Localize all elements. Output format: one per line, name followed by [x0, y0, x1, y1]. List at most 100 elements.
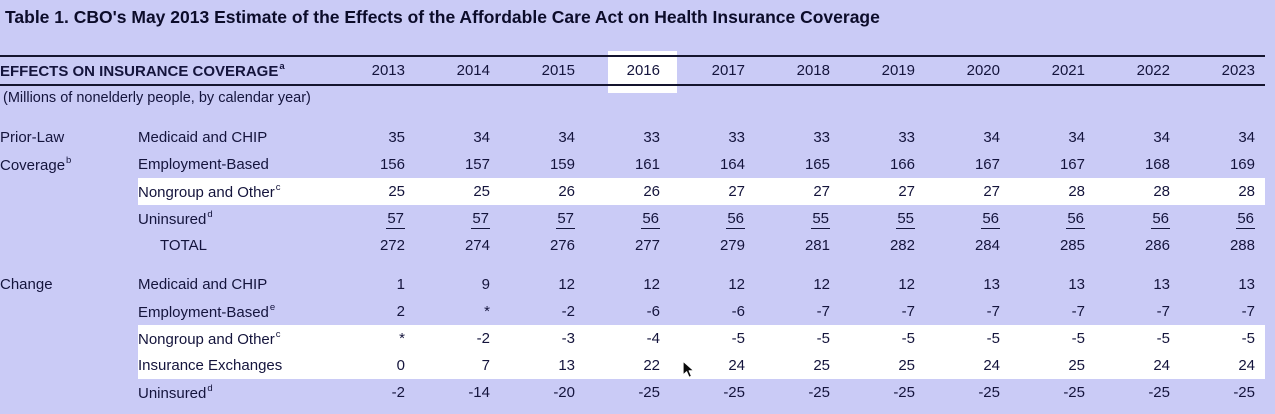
row-label: Uninsuredd: [138, 382, 213, 402]
value-cell: -5: [1000, 325, 1085, 352]
table-row: Change Medicaid and CHIP 1 9 12 12 12 12 12 13 13 1…: [0, 271, 1265, 298]
row-filler: [1255, 178, 1265, 205]
value-cell: -3: [490, 325, 575, 352]
value-cell: 168: [1144, 156, 1170, 173]
value-cell: 26: [575, 178, 660, 205]
value-cell: 12: [898, 276, 915, 293]
header-label: EFFECTS ON INSURANCE COVERAGEa: [0, 55, 320, 86]
value-cell: 272: [379, 237, 405, 254]
value-cell: 27: [830, 178, 915, 205]
value-cell: -2: [561, 303, 575, 320]
value-cell: 28: [1085, 178, 1170, 205]
row-filler: [1255, 298, 1265, 325]
row-filler: [1255, 271, 1265, 298]
value-cell: -6: [646, 303, 660, 320]
group-label: [0, 298, 138, 325]
row-label: Nongroup and Otherc: [138, 325, 320, 352]
group-label: [0, 352, 138, 379]
group-label: Change: [0, 276, 53, 293]
section-spacer-row: [0, 259, 1265, 271]
underlined-value: 55: [811, 210, 830, 229]
value-cell: -4: [575, 325, 660, 352]
value-cell: 276: [549, 237, 575, 254]
year-cell-2022: 2022: [1085, 55, 1170, 86]
table-row: Prior-Law Medicaid and CHIP 35 34 34 33 33 33 33…: [0, 124, 1265, 151]
table-subtitle: (Millions of nonelderly people, by calen…: [3, 89, 311, 106]
value-cell: 165: [804, 156, 830, 173]
value-cell: 34: [473, 129, 490, 146]
row-label: Insurance Exchanges: [138, 352, 320, 379]
value-cell: 9: [481, 276, 490, 293]
value-cell: 57: [320, 205, 405, 232]
value-cell: 56: [1170, 205, 1255, 232]
footnote-d-marker: d: [207, 208, 213, 220]
value-cell: 55: [830, 205, 915, 232]
underlined-value: 57: [556, 210, 575, 229]
value-cell: 33: [643, 129, 660, 146]
table-row: Employment-Basede 2 * -2 -6 -6 -7 -7 -7 -7 -7 -7: [0, 298, 1265, 325]
value-cell: 34: [983, 129, 1000, 146]
value-cell: 13: [1238, 276, 1255, 293]
value-cell: -25: [808, 384, 830, 401]
row-filler: [1255, 352, 1265, 379]
value-cell: 279: [719, 237, 745, 254]
row-label: Nongroup and Otherc: [138, 178, 320, 205]
row-filler: [1255, 379, 1265, 406]
group-label: [0, 205, 138, 232]
footnote-c-marker: c: [275, 181, 281, 193]
underlined-value: 56: [1151, 210, 1170, 229]
value-cell: -5: [830, 325, 915, 352]
footnote-a-marker: a: [279, 60, 285, 72]
year-cell-2014: 2014: [405, 55, 490, 86]
year-cell-2020: 2020: [915, 55, 1000, 86]
group-label: Coverageb: [0, 154, 72, 174]
value-cell: 159: [549, 156, 575, 173]
value-cell: 24: [1085, 352, 1170, 379]
table-row: Nongroup and Otherc * -2 -3 -4 -5 -5 -5 -5 -5 -5 -5: [0, 325, 1265, 352]
value-cell: 12: [728, 276, 745, 293]
value-cell: 25: [320, 178, 405, 205]
value-cell: 284: [974, 237, 1000, 254]
value-cell: 56: [660, 205, 745, 232]
header-filler: [1255, 55, 1265, 86]
value-cell: 56: [1085, 205, 1170, 232]
value-cell: 156: [379, 156, 405, 173]
value-cell: -25: [1233, 384, 1255, 401]
footnote-c-marker: c: [275, 328, 281, 340]
value-cell: 34: [1068, 129, 1085, 146]
value-cell: -2: [391, 384, 405, 401]
row-label: Uninsuredd: [138, 208, 213, 228]
value-cell: 24: [915, 352, 1000, 379]
value-cell: 274: [464, 237, 490, 254]
value-cell: 22: [575, 352, 660, 379]
value-cell: 35: [388, 129, 405, 146]
table-row: Coverageb Employment-Based 156 157 159 161 164…: [0, 151, 1265, 178]
value-cell: 167: [1059, 156, 1085, 173]
value-cell: 161: [634, 156, 660, 173]
value-cell: 157: [464, 156, 490, 173]
coverage-table: EFFECTS ON INSURANCE COVERAGEa 2013 2014 2…: [0, 55, 1265, 406]
table-title: Table 1. CBO's May 2013 Estimate of the …: [5, 7, 880, 27]
value-cell: 33: [898, 129, 915, 146]
value-cell: 2: [396, 303, 405, 320]
table-row: TOTAL 272 274 276 277 279 281 282 284 285 286 288: [0, 232, 1265, 259]
value-cell: -25: [638, 384, 660, 401]
value-cell: -7: [816, 303, 830, 320]
value-cell: 28: [1000, 178, 1085, 205]
row-label: Medicaid and CHIP: [138, 129, 268, 146]
value-cell: -25: [1148, 384, 1170, 401]
value-cell: -7: [901, 303, 915, 320]
mouse-cursor: [682, 360, 695, 378]
value-cell: 288: [1229, 237, 1255, 254]
value-cell: -6: [731, 303, 745, 320]
value-cell: 12: [643, 276, 660, 293]
value-cell: 164: [719, 156, 745, 173]
value-cell: 57: [490, 205, 575, 232]
value-cell: 13: [983, 276, 1000, 293]
value-cell: 24: [660, 352, 745, 379]
underlined-value: 56: [1236, 210, 1255, 229]
value-cell: -14: [468, 384, 490, 401]
footnote-e-marker: e: [269, 301, 276, 313]
value-cell: 286: [1144, 237, 1170, 254]
